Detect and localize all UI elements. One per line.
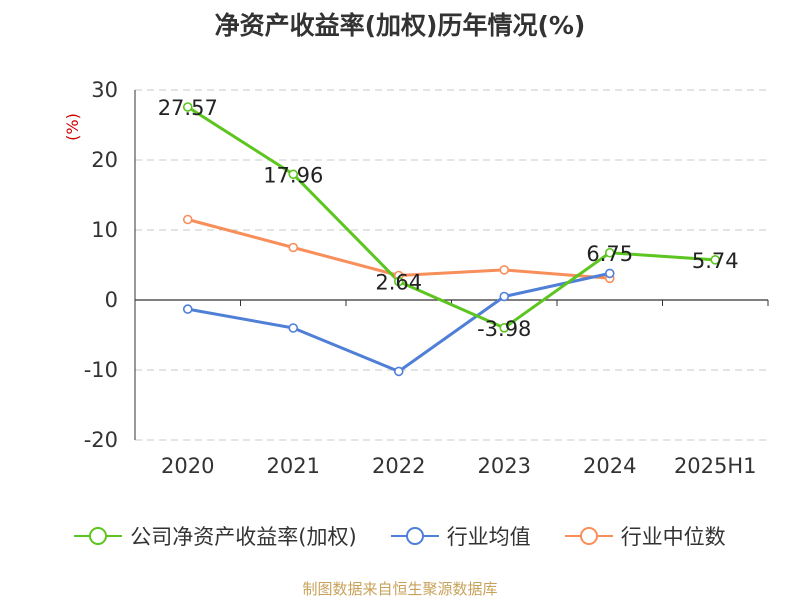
data-point xyxy=(499,265,510,275)
y-tick-label: 0 xyxy=(105,288,118,312)
data-point xyxy=(182,304,193,314)
legend-line-circle-icon xyxy=(74,527,123,545)
data-point xyxy=(182,102,193,112)
legend-circle xyxy=(89,527,108,545)
legend-label: 行业中位数 xyxy=(620,525,726,549)
data-point xyxy=(499,323,510,333)
data-point xyxy=(182,214,193,225)
y-tick-label: 20 xyxy=(91,148,118,172)
chart-title: 净资产收益率(加权)历年情况(%) xyxy=(214,11,586,40)
x-tick-label: 2024 xyxy=(583,454,636,478)
y-axis-label: (%) xyxy=(63,113,82,141)
legend-line-circle-icon xyxy=(564,527,613,545)
data-label: -3.98 xyxy=(477,317,531,341)
data-point xyxy=(288,323,299,333)
y-tick-label: 30 xyxy=(91,78,118,102)
data-label: 17.96 xyxy=(263,163,323,187)
x-tick-label: 2020 xyxy=(161,454,214,478)
series-line xyxy=(186,105,716,330)
series xyxy=(182,102,721,377)
data-point xyxy=(604,268,615,279)
y-tick-label: 10 xyxy=(91,218,118,242)
legend-circle xyxy=(405,527,424,545)
x-tick-label: 2025H1 xyxy=(674,454,757,478)
data-point xyxy=(499,291,510,302)
legend-line-circle-icon xyxy=(390,527,439,545)
data-label: 27.57 xyxy=(158,96,218,120)
legend-item[interactable]: 公司净资产收益率(加权) xyxy=(74,521,357,551)
data-point xyxy=(288,242,299,253)
x-tick-label: 2021 xyxy=(267,454,320,478)
axes: 30 20 10 0 -10 -20 2020 2021 2022 2023 2024 2025H1 xyxy=(84,78,769,478)
y-tick-label: -20 xyxy=(84,428,118,452)
legend-label: 行业均值 xyxy=(446,525,531,549)
data-label: 2.64 xyxy=(375,271,422,295)
legend-label: 公司净资产收益率(加权) xyxy=(130,525,357,549)
data-point xyxy=(393,366,404,377)
data-label: 6.75 xyxy=(586,242,633,266)
data-label: 5.74 xyxy=(692,249,739,273)
legend-item[interactable]: 行业均值 xyxy=(390,521,531,551)
source-note: 制图数据来自恒生聚源数据库 xyxy=(302,580,498,598)
legend: 公司净资产收益率(加权) 行业均值 行业中位数 xyxy=(0,520,800,552)
legend-item[interactable]: 行业中位数 xyxy=(564,521,726,551)
data-point xyxy=(393,276,404,287)
data-point xyxy=(288,169,299,180)
data-labels: 27.57 17.96 2.64 -3.98 6.75 5.74 xyxy=(158,96,739,341)
x-tick-label: 2022 xyxy=(372,454,425,478)
series-line xyxy=(187,218,610,280)
data-point xyxy=(604,247,615,258)
grid-lines xyxy=(135,89,768,441)
data-point xyxy=(710,255,721,265)
x-tick-label: 2023 xyxy=(478,454,531,478)
legend-circle xyxy=(579,527,598,545)
y-tick-label: -10 xyxy=(84,358,118,382)
